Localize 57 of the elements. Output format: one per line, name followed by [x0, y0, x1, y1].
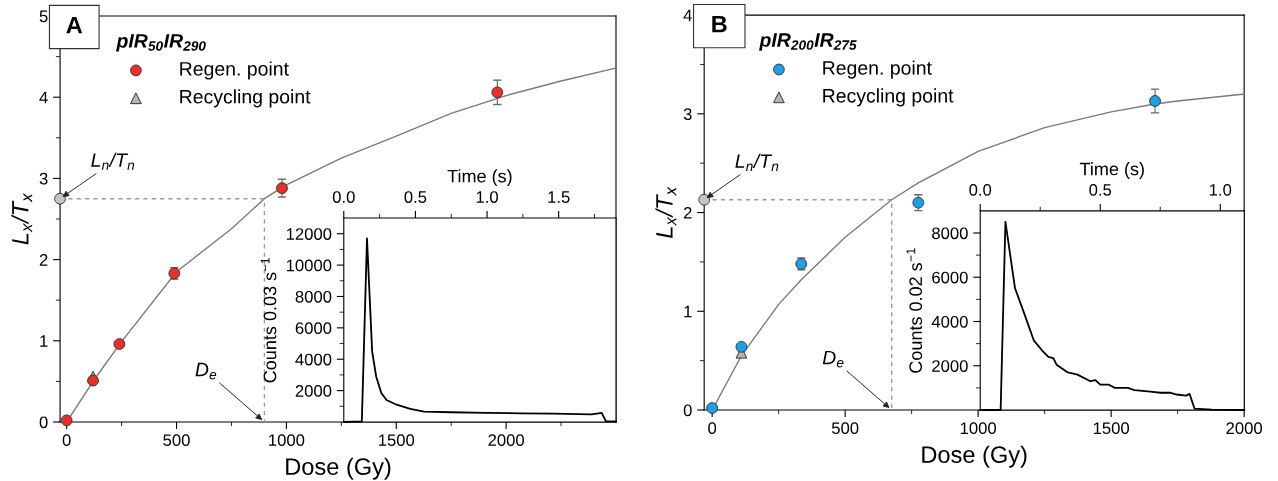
y-tick-label: 6000: [932, 271, 968, 284]
y-tick-label: 12000: [286, 228, 332, 240]
y-tick-label: 6000: [295, 322, 332, 335]
x-tick-label: 0.5: [404, 191, 427, 203]
y-tick-label: 2: [39, 254, 48, 266]
x-axis-title: Time (s): [447, 169, 512, 187]
annotation: L$_{n}$/T$_{n}$: [91, 152, 135, 170]
y-tick-label: 3: [683, 108, 692, 121]
x-tick-label: 0.0: [969, 183, 992, 196]
x-axis-title: Dose (Gy): [922, 445, 1027, 468]
x-tick-label: 1500: [1093, 422, 1130, 435]
y-axis-title: Counts 0.03 s$^{−1}$: [260, 257, 277, 383]
annotation: A: [66, 16, 83, 34]
x-tick-label: 500: [163, 434, 190, 447]
x-tick-label: 1.5: [548, 191, 570, 203]
annotation: D$_{e}$: [822, 350, 844, 368]
y-tick-label: 2: [683, 206, 692, 219]
legend-title: pIR$_{200}$IR$_{275}$: [759, 33, 857, 51]
x-tick-label: 0: [62, 434, 71, 447]
y-tick-label: 3: [39, 172, 48, 185]
x-tick-label: 0.5: [1089, 183, 1112, 196]
legend-label: Regen. point: [823, 60, 932, 79]
x-tick-label: 500: [831, 422, 859, 435]
annotation: D$_{e}$: [195, 362, 217, 380]
y-tick-label: 1: [40, 335, 48, 347]
x-axis-title: Dose (Gy): [286, 457, 391, 480]
y-tick-label: 0: [683, 404, 692, 417]
y-axis-title: Counts 0.02 s$^{−1}$: [906, 248, 923, 373]
legend-title: pIR$_{50}$IR$_{290}$: [116, 34, 206, 52]
legend-label: Recycling point: [823, 88, 954, 107]
x-tick-label: 2000: [1226, 422, 1263, 435]
legend-label: Recycling point: [180, 89, 311, 108]
y-tick-label: 10000: [286, 259, 332, 272]
x-tick-label: 1.0: [476, 191, 498, 203]
x-tick-label: 1500: [379, 434, 415, 447]
y-tick-label: 4000: [295, 353, 332, 366]
y-axis-title: L$_{x}$/T$_{x}$: [655, 186, 677, 239]
y-tick-label: 2000: [932, 360, 968, 372]
y-axis-title: L$_{x}$/T$_{x}$: [11, 193, 33, 245]
x-tick-label: 0: [708, 422, 717, 435]
y-tick-label: 4000: [931, 315, 968, 328]
annotation: L$_{n}$/T$_{n}$: [735, 153, 779, 171]
x-tick-label: 2000: [488, 434, 525, 447]
x-tick-label: 1.0: [1209, 183, 1232, 196]
annotation: B: [712, 15, 727, 33]
y-tick-label: 5: [39, 10, 48, 23]
y-tick-label: 4: [683, 9, 692, 22]
y-tick-label: 8000: [295, 290, 332, 303]
y-tick-label: 2000: [295, 385, 332, 397]
x-tick-label: 0.0: [332, 191, 355, 203]
legend-label: Regen. point: [180, 61, 289, 80]
x-axis-title: Time (s): [1079, 162, 1144, 179]
x-tick-label: 1000: [960, 422, 997, 435]
x-tick-label: 1000: [269, 434, 305, 447]
y-tick-label: 1: [684, 305, 692, 318]
y-tick-label: 4: [39, 91, 48, 104]
y-tick-label: 8000: [932, 227, 968, 240]
